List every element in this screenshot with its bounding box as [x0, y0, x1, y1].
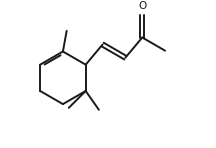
- Text: O: O: [138, 1, 146, 11]
